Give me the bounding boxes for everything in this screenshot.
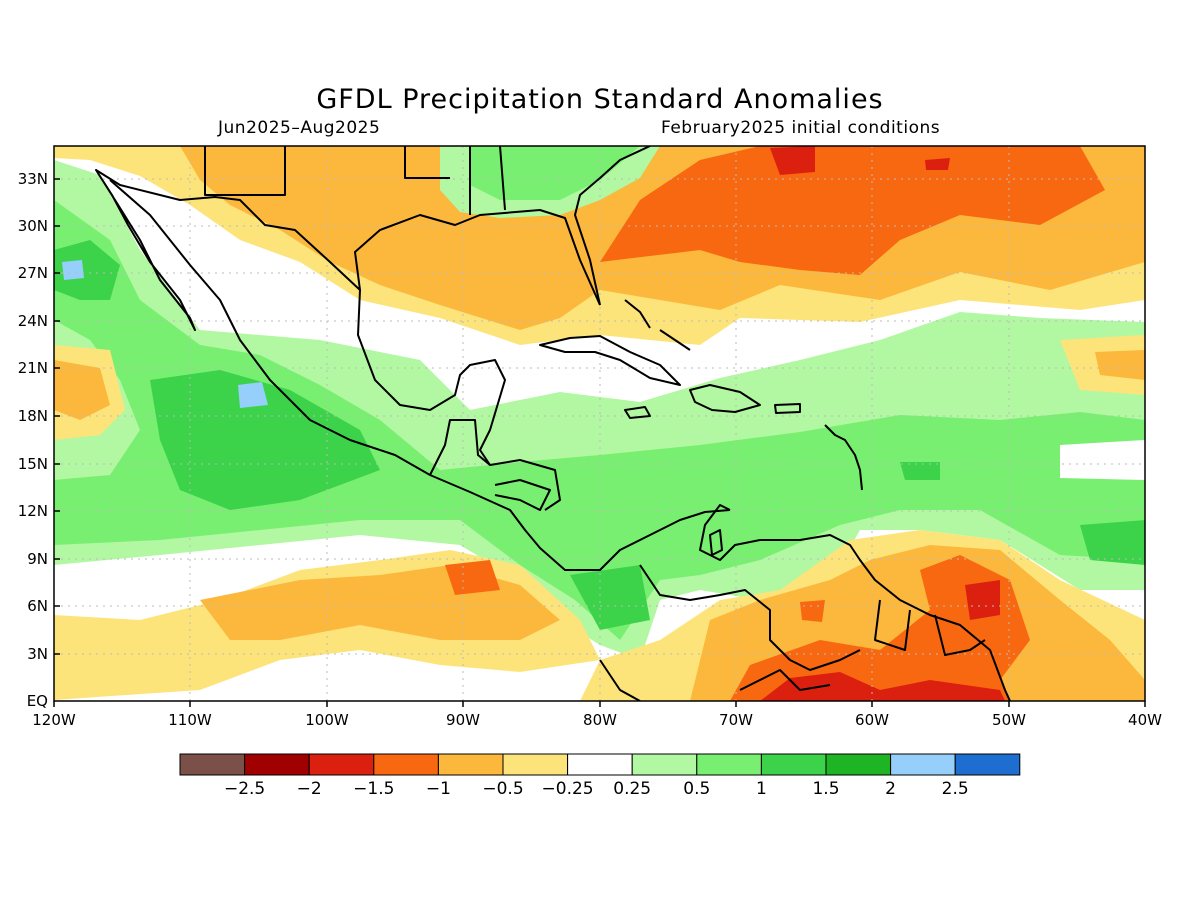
- lon-label: 100W: [305, 711, 349, 729]
- latitude-labels: 33N 30N 27N 24N 21N 18N 15N 12N 9N 6N 3N…: [18, 170, 48, 710]
- lon-label: 120W: [32, 711, 76, 729]
- lat-label: 27N: [18, 264, 48, 282]
- legend-swatch: [696, 753, 762, 776]
- lon-label: 110W: [168, 711, 212, 729]
- coastlines: [95, 146, 1011, 701]
- map-title: GFDL Precipitation Standard Anomalies: [316, 84, 884, 115]
- legend-label: −2: [297, 779, 322, 799]
- lat-label: 12N: [18, 502, 48, 520]
- legend-label: −0.25: [542, 779, 594, 799]
- anomaly-field: [54, 146, 1145, 701]
- lat-label: 21N: [18, 359, 48, 377]
- forecast-period: Jun2025–Aug2025: [218, 118, 381, 138]
- lat-label: 24N: [18, 312, 48, 330]
- legend-label: 2.5: [942, 779, 969, 799]
- initial-conditions: February2025 initial conditions: [661, 118, 941, 138]
- lon-label: 50W: [992, 711, 1026, 729]
- legend-label: 2: [885, 779, 896, 799]
- legend-swatch: [760, 753, 827, 776]
- lat-label: 15N: [18, 455, 48, 473]
- legend-swatch: [825, 753, 892, 776]
- legend-swatch: [567, 753, 633, 776]
- longitude-labels: 120W 110W 100W 90W 80W 70W 60W 50W 40W: [32, 711, 1162, 729]
- legend-label: −1: [426, 779, 451, 799]
- legend-label: −0.5: [482, 779, 523, 799]
- lat-label: 18N: [18, 407, 48, 425]
- axis-ticks: [53, 178, 1146, 707]
- legend-label: 1.5: [812, 779, 839, 799]
- lat-label: 3N: [27, 645, 48, 663]
- legend-swatch: [308, 753, 375, 776]
- lon-label: 40W: [1128, 711, 1162, 729]
- lat-label: EQ: [27, 692, 48, 710]
- legend-swatch: [244, 753, 310, 776]
- lat-label: 30N: [18, 217, 48, 235]
- legend-swatch: [502, 753, 569, 776]
- lat-lon-grid: [54, 146, 1145, 701]
- legend-swatch: [890, 753, 956, 776]
- legend-swatch: [373, 753, 439, 776]
- lon-label: 70W: [719, 711, 753, 729]
- lat-label: 9N: [27, 550, 48, 568]
- lon-label: 80W: [583, 711, 617, 729]
- legend-swatch: [954, 753, 1021, 776]
- lon-label: 60W: [855, 711, 889, 729]
- lat-label: 33N: [18, 170, 48, 188]
- lon-label: 90W: [446, 711, 480, 729]
- legend-swatch: [437, 753, 504, 776]
- legend-label: 0.5: [683, 779, 710, 799]
- legend-label: 0.25: [613, 779, 651, 799]
- legend-color-bar: [179, 753, 1021, 776]
- legend-swatch: [631, 753, 698, 776]
- legend-label: −1.5: [353, 779, 394, 799]
- legend-label: −2.5: [224, 779, 265, 799]
- legend-labels: −2.5 −2 −1.5 −1 −0.5 −0.25 0.25 0.5 1 1.…: [224, 779, 969, 799]
- legend-label: 1: [756, 779, 767, 799]
- lat-label: 6N: [27, 597, 48, 615]
- legend-swatch: [179, 753, 246, 776]
